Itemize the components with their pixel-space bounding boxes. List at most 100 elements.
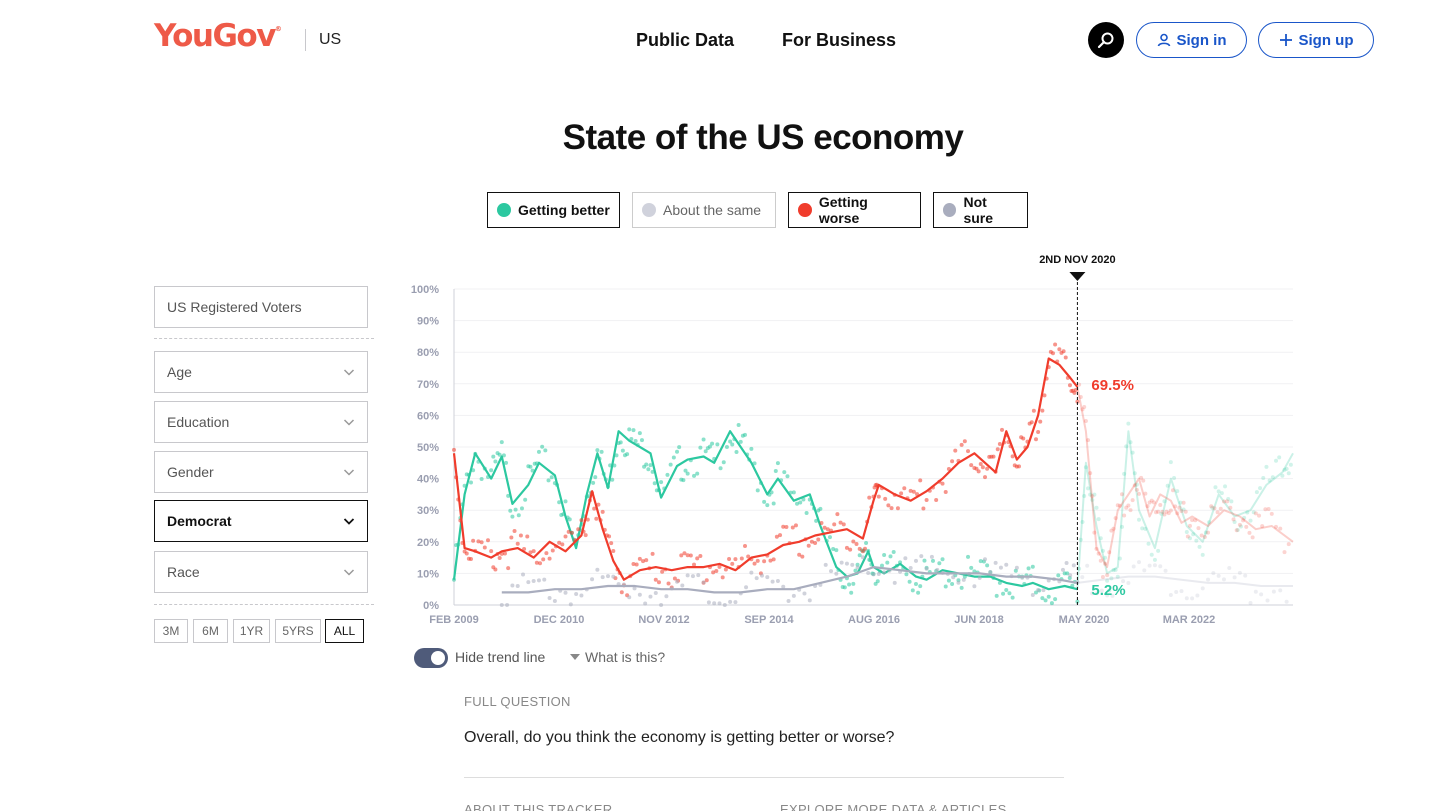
data-point <box>549 475 554 480</box>
data-point <box>1248 518 1253 523</box>
data-point <box>1187 536 1192 541</box>
data-point <box>924 566 929 571</box>
data-point <box>1163 568 1168 573</box>
data-point <box>724 445 729 450</box>
data-point <box>485 538 490 543</box>
data-point <box>1203 530 1208 535</box>
filter-party[interactable]: Democrat <box>154 500 368 542</box>
data-point <box>768 558 773 563</box>
data-point <box>983 475 988 480</box>
range-6m[interactable]: 6M <box>193 619 228 643</box>
data-point <box>1228 505 1233 510</box>
data-point <box>1178 500 1183 505</box>
data-point <box>844 561 849 566</box>
chevron-down-icon <box>343 369 355 376</box>
legend-not-sure[interactable]: Not sure <box>933 192 1028 228</box>
nav-public-data[interactable]: Public Data <box>636 30 735 50</box>
range-3m[interactable]: 3M <box>154 619 188 643</box>
data-point <box>1137 560 1142 565</box>
data-point <box>969 463 974 468</box>
economy-chart[interactable]: 100% 90% 80% 70% 60% 50% 40% 30% 20% 10% 0% FEB 200… <box>0 0 1449 680</box>
data-point <box>1092 530 1097 535</box>
data-point <box>680 583 685 588</box>
data-point <box>950 459 955 464</box>
population-select[interactable]: US Registered Voters <box>154 286 368 328</box>
data-point <box>1269 511 1274 516</box>
filter-label: Democrat <box>167 513 232 529</box>
data-point <box>892 580 897 585</box>
data-point <box>715 442 720 447</box>
nav-for-business[interactable]: For Business <box>782 30 897 50</box>
data-point <box>1158 564 1163 569</box>
value-label-getting-worse: 69.5% <box>1091 377 1134 394</box>
data-point <box>528 550 533 555</box>
data-point <box>1274 458 1279 463</box>
data-point <box>696 573 701 578</box>
data-point <box>701 580 706 585</box>
data-point <box>1184 529 1189 534</box>
legend-label: Getting better <box>518 202 610 218</box>
sidebar-divider <box>154 338 374 339</box>
trend-line-toggle[interactable] <box>414 648 448 668</box>
data-point <box>1065 571 1070 576</box>
data-point <box>742 543 747 548</box>
data-point <box>671 455 676 460</box>
data-point <box>818 506 823 511</box>
sign-in-button[interactable]: Sign in <box>1136 22 1247 58</box>
range-all[interactable]: ALL <box>325 619 364 643</box>
filter-age[interactable]: Age <box>154 351 368 393</box>
data-point <box>717 564 722 569</box>
data-point <box>834 548 839 553</box>
data-point <box>583 533 588 538</box>
data-point <box>660 569 665 574</box>
yougov-logo[interactable]: YouGov® <box>154 18 282 54</box>
what-is-this-link[interactable]: What is this? <box>570 649 665 665</box>
legend-getting-better[interactable]: Getting better <box>487 192 620 228</box>
data-point <box>692 473 697 478</box>
data-point <box>1122 513 1127 518</box>
data-point <box>452 447 456 452</box>
legend-about-the-same[interactable]: About the same <box>632 192 776 228</box>
range-5yrs[interactable]: 5YRS <box>275 619 321 643</box>
data-point <box>823 562 828 567</box>
legend-getting-worse[interactable]: Getting worse <box>788 192 921 228</box>
data-point <box>1258 486 1263 491</box>
data-point <box>679 553 684 558</box>
data-point <box>1219 491 1224 496</box>
data-point <box>1216 489 1221 494</box>
data-point <box>1121 579 1126 584</box>
data-point <box>980 465 985 470</box>
data-point <box>778 533 783 538</box>
data-point <box>1082 493 1087 498</box>
data-point <box>1036 429 1041 434</box>
data-point <box>695 471 700 476</box>
sign-up-button[interactable]: Sign up <box>1258 22 1374 58</box>
data-point <box>910 588 915 593</box>
data-point <box>1061 349 1066 354</box>
data-point <box>1253 511 1258 516</box>
data-point <box>951 575 956 580</box>
data-point <box>762 499 767 504</box>
data-point <box>876 494 881 499</box>
data-point <box>592 506 597 511</box>
data-point <box>482 545 487 550</box>
search-button[interactable] <box>1088 22 1124 58</box>
data-point <box>1195 593 1200 598</box>
range-1yr[interactable]: 1YR <box>233 619 270 643</box>
data-point <box>1143 526 1148 531</box>
filter-race[interactable]: Race <box>154 551 368 593</box>
data-point <box>935 567 940 572</box>
data-point <box>1221 499 1226 504</box>
trend-toggle-label[interactable]: Hide trend line <box>455 649 546 665</box>
data-point <box>1010 595 1015 600</box>
data-point <box>736 422 741 427</box>
data-point <box>775 461 780 466</box>
filter-education[interactable]: Education <box>154 401 368 443</box>
data-point <box>1040 408 1045 413</box>
data-point <box>1083 418 1088 423</box>
region-label[interactable]: US <box>319 31 342 48</box>
data-point <box>1162 499 1167 504</box>
data-point <box>1173 504 1178 509</box>
data-point <box>1277 455 1282 460</box>
filter-gender[interactable]: Gender <box>154 451 368 493</box>
